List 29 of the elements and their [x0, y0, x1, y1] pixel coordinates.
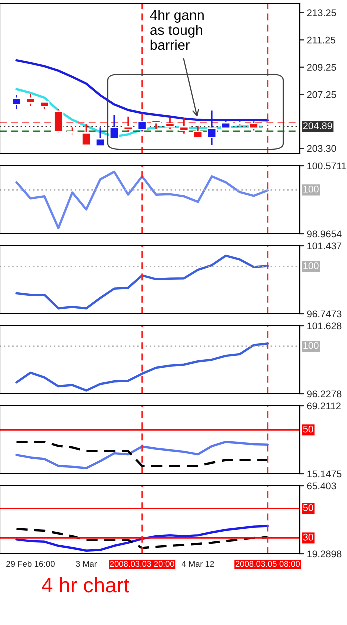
y-tick-label: 19.2898 — [308, 550, 342, 558]
ref-line-label: 100 — [304, 342, 319, 350]
ref-line-label: 100 — [304, 186, 319, 193]
ref-line-label: 100 — [304, 262, 319, 270]
y-tick-label: 207.25 — [307, 91, 336, 98]
x-tick-label: 2008.03.05 08:00 — [236, 561, 300, 568]
y-tick-label: 96.2278 — [307, 390, 342, 398]
ref-line-label: 204.89 — [303, 122, 332, 130]
y-tick-label: 96.7473 — [307, 310, 342, 318]
y-tick-label: 203.30 — [307, 145, 336, 152]
y-tick-label: 101.628 — [308, 322, 342, 330]
text: 4 hr chart — [42, 577, 130, 593]
ref-line-label: 50 — [303, 504, 314, 512]
y-tick-label: 69.2112 — [307, 402, 341, 410]
y-tick-label: 209.25 — [307, 64, 336, 72]
x-tick-label: 29 Feb 16:00 — [6, 560, 55, 568]
y-tick-label: 65.403 — [307, 482, 336, 490]
y-tick-label: 213.25 — [307, 10, 336, 16]
ref-line-label: 30 — [303, 534, 314, 541]
x-tick-label: 4 Mar 12 — [182, 561, 214, 568]
y-tick-label: 211.25 — [307, 36, 336, 44]
x-tick-label: 3 Mar — [76, 561, 98, 568]
y-tick-label: 100.5711 — [308, 162, 346, 170]
y-tick-label: 101.437 — [308, 242, 342, 250]
ref-line-label: 50 — [303, 426, 314, 433]
annotation: 4hr gann as tough barrier — [150, 10, 204, 50]
y-tick-label: 98.9654 — [307, 230, 342, 238]
y-tick-label: 15.1475 — [308, 470, 342, 478]
x-tick-label: 2008.03.03 20:00 — [110, 561, 174, 568]
